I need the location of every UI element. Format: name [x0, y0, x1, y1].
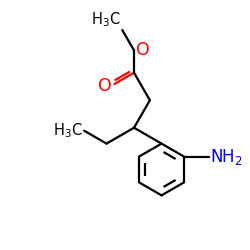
- Text: H$_3$C: H$_3$C: [53, 121, 82, 140]
- Text: O: O: [136, 42, 150, 60]
- Text: O: O: [98, 77, 112, 95]
- Text: H$_3$C: H$_3$C: [91, 10, 120, 29]
- Text: NH$_2$: NH$_2$: [210, 146, 243, 167]
